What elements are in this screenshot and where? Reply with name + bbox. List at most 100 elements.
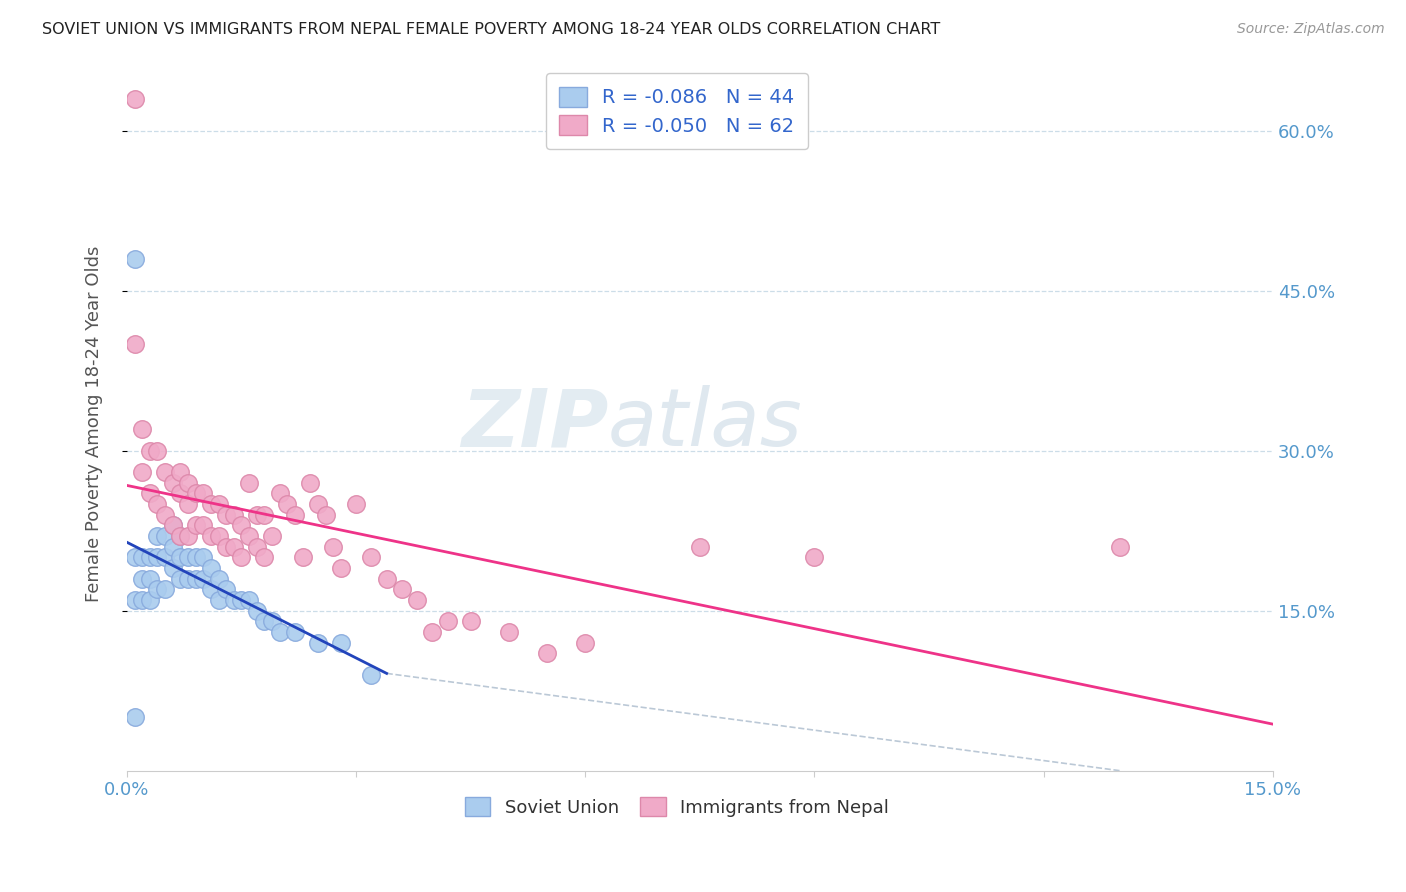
Point [222, 593, 245, 607]
Legend: Soviet Union, Immigrants from Nepal: Soviet Union, Immigrants from Nepal [457, 790, 896, 824]
Point [153, 508, 176, 522]
Point [184, 572, 207, 586]
Point [177, 572, 200, 586]
Point [322, 540, 344, 554]
Point [139, 550, 162, 565]
Point [231, 550, 253, 565]
Point [200, 529, 222, 543]
Point [276, 497, 298, 511]
Point [406, 593, 429, 607]
Point [162, 561, 184, 575]
Point [260, 615, 283, 629]
Point [131, 465, 153, 479]
Text: ZIP: ZIP [461, 385, 609, 463]
Point [124, 337, 146, 351]
Point [146, 497, 169, 511]
Point [131, 550, 153, 565]
Point [207, 572, 229, 586]
Point [391, 582, 413, 597]
Point [436, 615, 458, 629]
Point [153, 529, 176, 543]
Point [184, 550, 207, 565]
Point [124, 550, 146, 565]
Point [284, 508, 307, 522]
Point [153, 465, 176, 479]
Point [139, 593, 162, 607]
Point [139, 486, 162, 500]
Point [246, 508, 269, 522]
Point [238, 593, 260, 607]
Point [307, 497, 329, 511]
Point [253, 615, 276, 629]
Point [215, 508, 238, 522]
Point [498, 625, 520, 640]
Point [253, 550, 276, 565]
Point [307, 636, 329, 650]
Point [153, 550, 176, 565]
Point [246, 604, 269, 618]
Point [184, 518, 207, 533]
Point [360, 550, 382, 565]
Point [803, 550, 825, 565]
Point [574, 636, 596, 650]
Point [231, 518, 253, 533]
Point [162, 540, 184, 554]
Point [329, 636, 352, 650]
Point [460, 615, 482, 629]
Point [169, 572, 191, 586]
Point [231, 593, 253, 607]
Point [169, 529, 191, 543]
Point [215, 582, 238, 597]
Point [139, 443, 162, 458]
Point [124, 92, 146, 106]
Point [193, 486, 215, 500]
Point [177, 475, 200, 490]
Point [360, 667, 382, 681]
Point [238, 475, 260, 490]
Point [146, 550, 169, 565]
Point [422, 625, 444, 640]
Point [169, 529, 191, 543]
Point [269, 486, 291, 500]
Point [200, 497, 222, 511]
Point [246, 540, 269, 554]
Point [193, 572, 215, 586]
Point [177, 529, 200, 543]
Point [222, 508, 245, 522]
Text: SOVIET UNION VS IMMIGRANTS FROM NEPAL FEMALE POVERTY AMONG 18-24 YEAR OLDS CORRE: SOVIET UNION VS IMMIGRANTS FROM NEPAL FE… [42, 22, 941, 37]
Point [177, 497, 200, 511]
Point [169, 550, 191, 565]
Text: atlas: atlas [609, 385, 803, 463]
Point [200, 561, 222, 575]
Point [200, 582, 222, 597]
Point [291, 550, 314, 565]
Point [689, 540, 711, 554]
Point [1109, 540, 1132, 554]
Y-axis label: Female Poverty Among 18-24 Year Olds: Female Poverty Among 18-24 Year Olds [86, 246, 103, 602]
Point [207, 529, 229, 543]
Point [146, 529, 169, 543]
Point [177, 550, 200, 565]
Point [253, 508, 276, 522]
Point [375, 572, 398, 586]
Point [222, 540, 245, 554]
Point [131, 593, 153, 607]
Point [207, 593, 229, 607]
Point [315, 508, 337, 522]
Text: Source: ZipAtlas.com: Source: ZipAtlas.com [1237, 22, 1385, 37]
Point [284, 625, 307, 640]
Point [299, 475, 322, 490]
Point [131, 572, 153, 586]
Point [124, 710, 146, 724]
Point [146, 582, 169, 597]
Point [184, 486, 207, 500]
Point [238, 529, 260, 543]
Point [162, 475, 184, 490]
Point [169, 486, 191, 500]
Point [193, 518, 215, 533]
Point [124, 593, 146, 607]
Point [329, 561, 352, 575]
Point [269, 625, 291, 640]
Point [162, 518, 184, 533]
Point [131, 422, 153, 436]
